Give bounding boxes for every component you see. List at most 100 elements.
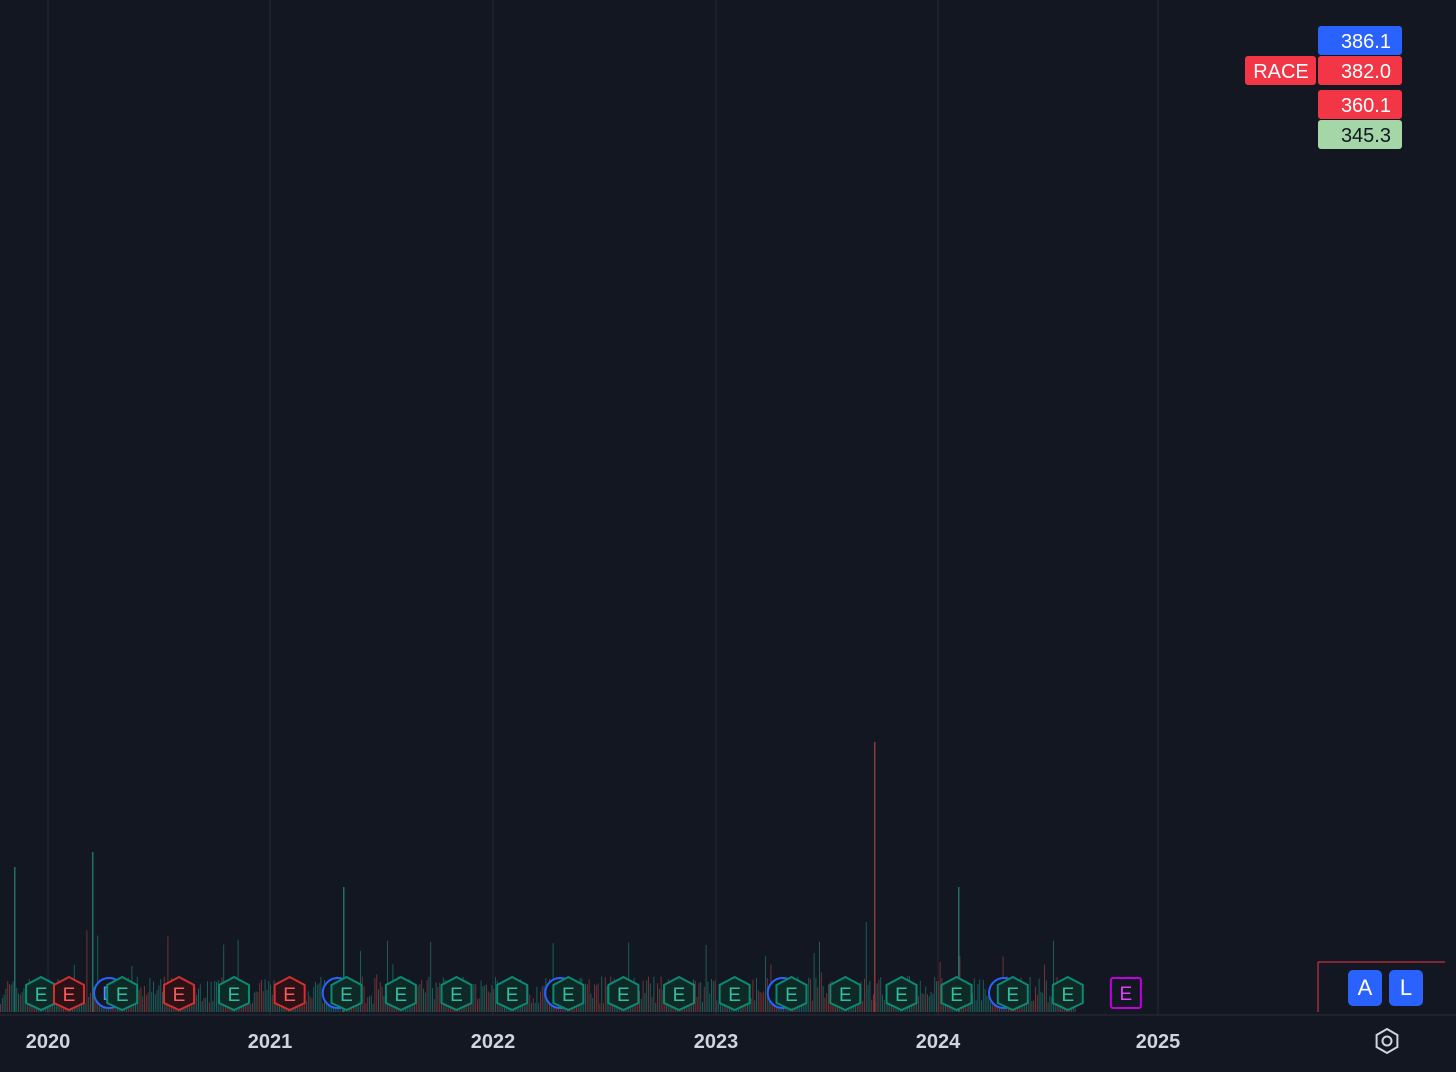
svg-text:E: E	[728, 985, 741, 1006]
earnings-marker[interactable]: E	[718, 975, 751, 1012]
volume-bar	[833, 1003, 835, 1012]
volume-bar	[424, 992, 426, 1012]
svg-text:E: E	[562, 985, 575, 1006]
volume-bar	[801, 1001, 802, 1012]
volume-bar	[477, 999, 478, 1012]
volume-bar	[662, 990, 664, 1012]
volume-bar	[750, 998, 752, 1012]
volume-bar	[1033, 1000, 1035, 1012]
earnings-marker[interactable]: E	[330, 975, 363, 1012]
earnings-marker[interactable]: E	[829, 975, 862, 1012]
earnings-marker[interactable]: E	[663, 975, 696, 1012]
volume-bar	[601, 976, 603, 1012]
earnings-marker[interactable]: E	[885, 975, 918, 1012]
earnings-marker[interactable]: E	[775, 975, 808, 1012]
volume-bar	[387, 940, 388, 1012]
volume-bar	[523, 1002, 525, 1012]
volume-bar	[138, 989, 140, 1012]
volume-bar	[198, 988, 199, 1012]
volume-bar	[1, 998, 3, 1012]
volume-bar	[958, 887, 960, 1012]
volume-bar	[187, 1003, 189, 1012]
earnings-marker[interactable]: E	[940, 975, 973, 1012]
volume-bar	[689, 1001, 691, 1012]
volume-bar	[264, 979, 266, 1012]
earnings-marker[interactable]: E	[218, 975, 251, 1012]
volume-bar	[271, 994, 273, 1012]
volume-bar	[925, 986, 927, 1012]
volume-bar	[657, 983, 658, 1012]
earnings-marker[interactable]: E	[163, 975, 196, 1012]
volume-bar	[433, 998, 435, 1012]
volume-bar	[869, 980, 871, 1012]
volume-bar	[918, 995, 919, 1012]
earnings-marker[interactable]: E	[25, 975, 58, 1012]
volume-bar	[603, 1003, 604, 1012]
volume-bar	[813, 953, 815, 1012]
volume-bar	[979, 979, 981, 1012]
earnings-marker[interactable]: E	[996, 975, 1029, 1012]
volume-bar	[446, 1002, 448, 1012]
earnings-marker[interactable]: E	[496, 975, 529, 1012]
volume-bar	[934, 977, 936, 1012]
volume-bar	[426, 980, 428, 1012]
earnings-marker[interactable]: E	[552, 975, 585, 1012]
volume-bar	[824, 997, 826, 1012]
volume-bar	[414, 1001, 415, 1012]
volume-bar	[1047, 1002, 1049, 1012]
volume-bar	[495, 977, 496, 1012]
volume-bar	[199, 984, 201, 1012]
volume-bar	[595, 985, 597, 1012]
svg-text:E: E	[340, 985, 353, 1006]
auto-scale-button[interactable]: A	[1348, 970, 1382, 1006]
event-markers[interactable]: EEDEEEEDEEEEDEEEEDEEEEDEEE	[25, 975, 1142, 1012]
gear-icon[interactable]	[1372, 1026, 1402, 1056]
volume-bar	[372, 1003, 374, 1012]
time-axis[interactable]: 2020 2021 2022 2023 2024 2025	[26, 1031, 1181, 1053]
volume-bar	[82, 1000, 84, 1012]
volume-bar	[92, 852, 94, 1012]
earnings-marker[interactable]: E	[273, 975, 306, 1012]
volume-bar	[640, 998, 642, 1012]
volume-bar	[156, 990, 158, 1012]
earnings-marker[interactable]: E	[384, 975, 417, 1012]
volume-bar	[883, 1000, 885, 1012]
volume-bar	[279, 1003, 280, 1012]
volume-bar	[50, 1001, 52, 1012]
earnings-marker[interactable]: E	[440, 975, 473, 1012]
earnings-marker[interactable]: E	[52, 975, 85, 1012]
earnings-marker[interactable]: E	[607, 975, 640, 1012]
volume-bar	[306, 1001, 307, 1012]
earnings-marker[interactable]: E	[1051, 975, 1084, 1012]
volume-bar	[1045, 980, 1047, 1012]
volume-bar	[135, 1002, 136, 1012]
volume-bar	[432, 988, 433, 1012]
volume-bar	[360, 951, 361, 1012]
volume-bar	[599, 1003, 601, 1012]
volume-bar	[714, 980, 716, 1012]
volume-bar	[991, 997, 993, 1012]
volume-bar	[381, 986, 383, 1012]
volume-bars	[0, 742, 1076, 1012]
volume-bar	[81, 1003, 82, 1012]
svg-text:E: E	[173, 985, 186, 1006]
volume-bar	[19, 994, 21, 1012]
volume-bar	[752, 979, 754, 1012]
log-scale-button[interactable]: L	[1389, 970, 1423, 1006]
volume-bar	[1029, 976, 1031, 1012]
svg-text:E: E	[617, 985, 630, 1006]
earnings-marker[interactable]: E	[106, 975, 139, 1012]
volume-bar	[369, 996, 370, 1012]
volume-bar	[428, 976, 430, 1012]
volume-bar	[185, 1003, 187, 1012]
volume-bar	[543, 985, 545, 1012]
volume-bar	[592, 997, 594, 1012]
volume-bar	[196, 994, 198, 1012]
earnings-marker[interactable]: E	[1109, 977, 1142, 1009]
volume-bar	[266, 990, 268, 1012]
ma-slow-badge-text: 360.1	[1341, 95, 1391, 117]
volume-bar	[817, 987, 819, 1012]
volume-bar	[259, 982, 261, 1012]
